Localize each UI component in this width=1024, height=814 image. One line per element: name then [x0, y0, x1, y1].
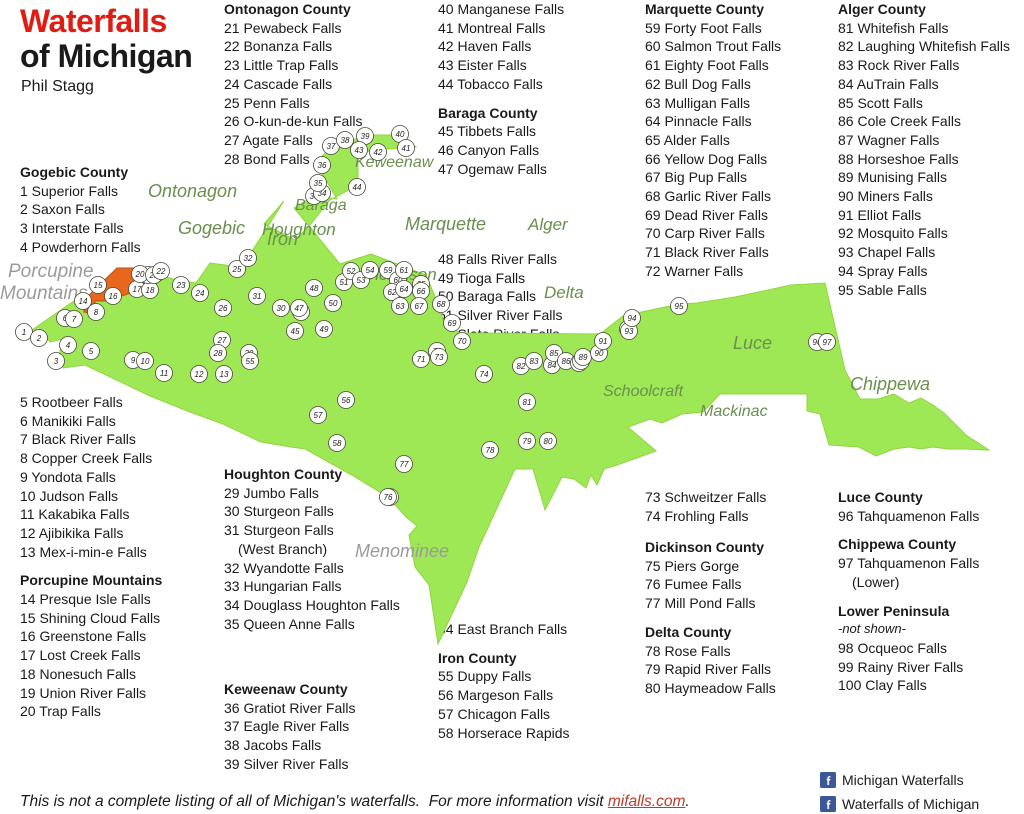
svg-text:89: 89 — [579, 353, 588, 362]
svg-text:97: 97 — [823, 338, 832, 347]
svg-text:80: 80 — [544, 437, 553, 446]
svg-text:23: 23 — [176, 281, 186, 290]
svg-text:Delta: Delta — [544, 283, 584, 302]
svg-text:77: 77 — [400, 460, 409, 469]
svg-text:91: 91 — [599, 337, 608, 346]
svg-text:1: 1 — [22, 328, 26, 337]
svg-text:Marquette: Marquette — [405, 214, 486, 234]
svg-text:32: 32 — [244, 254, 253, 263]
svg-text:43: 43 — [355, 146, 364, 155]
svg-text:15: 15 — [94, 281, 103, 290]
svg-text:79: 79 — [523, 437, 532, 446]
svg-text:38: 38 — [341, 136, 350, 145]
svg-text:24: 24 — [195, 289, 205, 298]
svg-text:25: 25 — [232, 265, 242, 274]
svg-text:49: 49 — [320, 325, 329, 334]
svg-text:Ontonagon: Ontonagon — [148, 181, 237, 201]
svg-text:57: 57 — [314, 411, 323, 420]
svg-text:74: 74 — [480, 370, 489, 379]
svg-text:70: 70 — [458, 337, 467, 346]
svg-text:86: 86 — [562, 357, 571, 366]
svg-text:17: 17 — [133, 285, 142, 294]
svg-text:14: 14 — [79, 297, 88, 306]
svg-text:53: 53 — [357, 276, 366, 285]
svg-text:36: 36 — [318, 161, 327, 170]
svg-text:9: 9 — [131, 356, 136, 365]
svg-text:95: 95 — [675, 302, 684, 311]
svg-text:10: 10 — [141, 357, 150, 366]
svg-text:68: 68 — [437, 300, 446, 309]
svg-text:85: 85 — [550, 349, 559, 358]
svg-text:Gogebic: Gogebic — [178, 218, 245, 238]
svg-text:4: 4 — [66, 341, 71, 350]
svg-text:54: 54 — [366, 266, 375, 275]
svg-text:30: 30 — [277, 304, 286, 313]
svg-text:11: 11 — [160, 369, 168, 378]
svg-text:76: 76 — [384, 493, 393, 502]
svg-text:64: 64 — [400, 285, 409, 294]
svg-text:Menominee: Menominee — [355, 541, 449, 561]
svg-text:51: 51 — [340, 278, 349, 287]
svg-text:50: 50 — [329, 299, 338, 308]
svg-text:58: 58 — [333, 439, 342, 448]
svg-text:Chippewa: Chippewa — [850, 374, 930, 394]
svg-text:26: 26 — [218, 304, 228, 313]
svg-text:27: 27 — [217, 336, 227, 345]
svg-text:13: 13 — [220, 370, 229, 379]
svg-text:59: 59 — [384, 266, 393, 275]
svg-text:63: 63 — [396, 302, 405, 311]
svg-text:Keweenaw: Keweenaw — [355, 154, 435, 171]
svg-text:7: 7 — [72, 315, 77, 324]
svg-text:2: 2 — [36, 334, 42, 343]
svg-text:84: 84 — [548, 361, 557, 370]
svg-text:Alger: Alger — [527, 215, 569, 234]
svg-text:69: 69 — [448, 319, 457, 328]
svg-text:Schoolcraft: Schoolcraft — [603, 383, 684, 400]
svg-text:Mackinac: Mackinac — [700, 403, 768, 420]
svg-text:45: 45 — [291, 327, 300, 336]
svg-text:Iron: Iron — [267, 229, 298, 249]
svg-text:55: 55 — [246, 357, 255, 366]
svg-text:16: 16 — [109, 292, 118, 301]
svg-text:3: 3 — [54, 357, 59, 366]
svg-text:37: 37 — [327, 142, 336, 151]
svg-text:56: 56 — [342, 396, 351, 405]
svg-text:82: 82 — [517, 362, 526, 371]
svg-text:Porcupine: Porcupine — [8, 261, 94, 282]
svg-text:48: 48 — [310, 284, 319, 293]
svg-text:71: 71 — [417, 355, 426, 364]
svg-text:28: 28 — [213, 349, 223, 358]
svg-text:40: 40 — [396, 130, 405, 139]
svg-text:42: 42 — [374, 148, 383, 157]
svg-text:78: 78 — [486, 446, 495, 455]
svg-text:93: 93 — [625, 327, 634, 336]
svg-text:22: 22 — [156, 267, 166, 276]
svg-text:Luce: Luce — [733, 333, 772, 353]
svg-text:67: 67 — [415, 302, 424, 311]
svg-text:81: 81 — [523, 398, 532, 407]
svg-text:31: 31 — [253, 292, 262, 301]
svg-text:39: 39 — [361, 132, 370, 141]
svg-text:83: 83 — [530, 357, 539, 366]
svg-text:35: 35 — [314, 179, 323, 188]
svg-text:94: 94 — [628, 314, 637, 323]
svg-text:41: 41 — [402, 144, 411, 153]
svg-text:8: 8 — [94, 308, 99, 317]
svg-text:90: 90 — [595, 349, 604, 358]
svg-text:66: 66 — [417, 287, 426, 296]
svg-text:44: 44 — [353, 183, 362, 192]
svg-text:73: 73 — [435, 353, 444, 362]
svg-text:47: 47 — [295, 304, 304, 313]
svg-text:61: 61 — [400, 266, 409, 275]
svg-text:12: 12 — [195, 370, 204, 379]
svg-text:20: 20 — [135, 270, 145, 279]
svg-text:5: 5 — [89, 347, 94, 356]
svg-text:18: 18 — [146, 286, 155, 295]
